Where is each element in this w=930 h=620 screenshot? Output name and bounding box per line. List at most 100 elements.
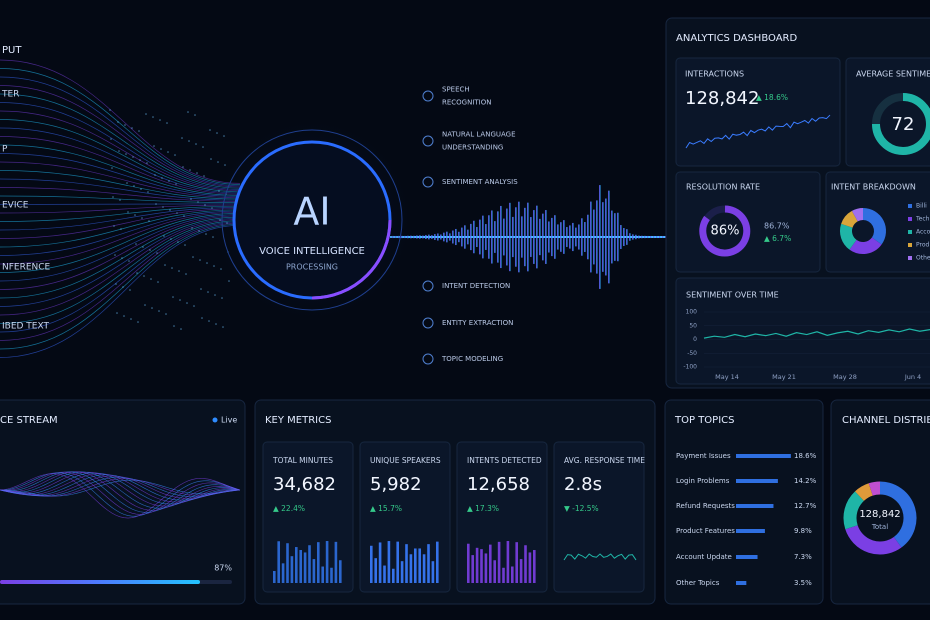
particle	[185, 273, 187, 275]
metric-value: 12,658	[467, 474, 530, 495]
particle	[173, 325, 175, 327]
flow-line	[0, 207, 241, 231]
mini-bar	[528, 552, 532, 583]
particle	[223, 135, 225, 137]
sentiment-time-card	[675, 277, 930, 385]
wave-bar	[623, 228, 625, 246]
particle	[118, 150, 120, 152]
particle	[209, 129, 211, 131]
wave-bar	[446, 231, 448, 243]
particle	[150, 278, 152, 280]
metric-value: 2.8s	[564, 474, 602, 495]
wave-bar	[569, 225, 571, 249]
flow-line	[0, 136, 241, 195]
channel-slice	[845, 524, 902, 555]
topics-panel	[664, 399, 824, 605]
particle	[131, 127, 133, 129]
legend-label: Acco	[916, 229, 930, 236]
particle	[132, 156, 134, 158]
y-tick-label: -100	[683, 364, 697, 371]
wave-bar	[506, 208, 508, 266]
core-arc	[311, 219, 392, 300]
topic-name: Payment Issues	[676, 452, 731, 460]
sentiment-label: AVERAGE SENTIMEN	[856, 70, 930, 79]
particle	[153, 145, 155, 147]
channel-title: CHANNEL DISTRIBU	[842, 415, 930, 426]
particle	[206, 262, 208, 264]
core-subtitle: VOICE INTELLIGENCE	[259, 246, 365, 257]
particle	[208, 320, 210, 322]
legend-swatch	[908, 256, 912, 260]
particle	[149, 249, 151, 251]
legend-label: Billi	[916, 203, 927, 210]
mini-bar	[471, 555, 474, 583]
topic-name: Account Update	[676, 553, 732, 561]
particle	[203, 175, 205, 177]
key-metrics-title: KEY METRICS	[265, 415, 331, 426]
topics-title: TOP TOPICS	[674, 415, 734, 426]
wave-bar	[602, 202, 604, 272]
particle	[143, 275, 145, 277]
topic-name: Product Features	[676, 527, 735, 535]
wave-bar	[443, 232, 445, 242]
particle	[142, 246, 144, 248]
wave-bar	[644, 235, 646, 239]
feature-label: RECOGNITION	[442, 99, 492, 107]
sparkline	[685, 114, 831, 149]
feature-label: ENTITY EXTRACTION	[442, 319, 513, 327]
wave-bar	[596, 200, 598, 274]
intent-slice	[849, 237, 882, 254]
topic-value: 14.2%	[794, 477, 817, 485]
topic-value: 3.5%	[794, 579, 812, 587]
wave-bar	[452, 230, 454, 244]
wave-bar	[440, 234, 442, 240]
wave-bar	[590, 201, 592, 273]
wave-bar	[470, 223, 472, 251]
stream-wave	[0, 471, 241, 511]
flow-line	[0, 220, 241, 324]
particle	[165, 313, 167, 315]
wave-bar	[461, 227, 463, 247]
legend-swatch	[908, 204, 912, 208]
mini-bar	[325, 541, 329, 583]
particle	[189, 169, 191, 171]
particle	[198, 230, 200, 232]
wave-bar	[449, 233, 451, 241]
topic-bar	[736, 555, 758, 559]
mini-bar	[273, 571, 276, 583]
mini-bar	[286, 543, 289, 583]
flow-line	[0, 178, 241, 201]
mini-bar	[400, 561, 404, 583]
wave-bar	[620, 225, 622, 249]
particle	[126, 182, 128, 184]
flow-line	[0, 59, 241, 184]
flow-line	[0, 161, 241, 199]
feature-label: UNDERSTANDING	[442, 144, 503, 152]
wave-bar	[464, 225, 466, 249]
particle	[179, 299, 181, 301]
wave-bar	[608, 190, 610, 284]
feature-icon	[422, 353, 434, 365]
particle	[122, 286, 124, 288]
particle	[151, 307, 153, 309]
wave-bar	[479, 219, 481, 255]
wave-bar	[425, 234, 427, 240]
sentiment-time-label: SENTIMENT OVER TIME	[686, 291, 779, 300]
particle	[171, 267, 173, 269]
particle	[120, 228, 122, 230]
feature-icon	[422, 176, 434, 188]
resolution-ring	[699, 205, 751, 257]
mini-bar	[497, 541, 501, 583]
particle	[136, 272, 138, 274]
mini-bar	[489, 544, 492, 583]
wave-bar	[533, 210, 535, 264]
particle	[112, 196, 114, 198]
sentiment-card	[845, 57, 930, 167]
wave-bar	[515, 207, 517, 267]
wave-bar	[638, 235, 640, 239]
intent-slice	[862, 208, 886, 245]
particle	[174, 154, 176, 156]
feature-icon	[422, 317, 434, 329]
particle	[194, 114, 196, 116]
